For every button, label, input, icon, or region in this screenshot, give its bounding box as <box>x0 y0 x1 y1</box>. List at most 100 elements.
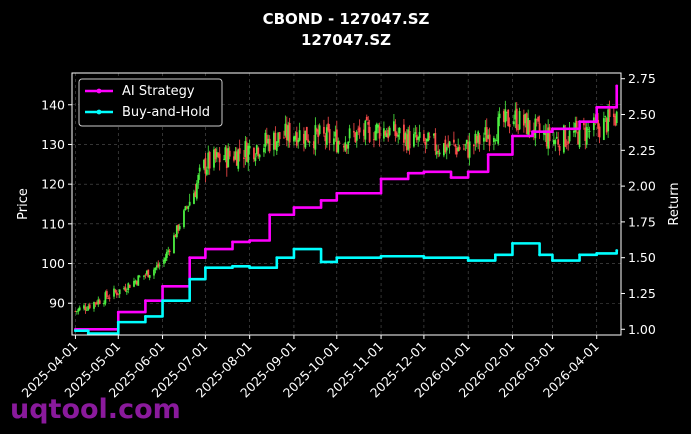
price-candle-body-255 <box>584 127 587 141</box>
price-candle-body-122 <box>317 129 320 137</box>
price-candle-body-174 <box>423 133 425 142</box>
price-candle-body-40 <box>154 267 157 270</box>
price-candle-body-61 <box>195 183 198 199</box>
price-candle-body-166 <box>405 134 408 151</box>
price-candle-body-58 <box>188 201 191 206</box>
price-candle-body-123 <box>318 125 321 134</box>
price-candle-body-164 <box>403 124 405 143</box>
price-candle-body-129 <box>333 138 335 145</box>
series-point-ai-strategy-6 <box>231 240 234 244</box>
y-right-tick-label-4: 2.00 <box>628 179 656 194</box>
series-point-buy-and-hold-6 <box>203 266 207 270</box>
price-candle-body-178 <box>428 136 431 138</box>
price-candle-body-184 <box>443 143 445 156</box>
series-point-buy-and-hold-1 <box>86 332 90 335</box>
series-point-ai-strategy-10 <box>319 199 323 202</box>
series-point-buy-and-hold-19 <box>551 259 554 262</box>
price-candle-body-27 <box>127 283 130 291</box>
price-candle-body-170 <box>414 132 417 134</box>
price-candle-body-95 <box>264 132 267 147</box>
price-candle-body-222 <box>517 128 520 130</box>
price-candle-body-77 <box>227 148 230 168</box>
series-point-buy-and-hold-9 <box>275 256 279 260</box>
price-candle-body-253 <box>578 123 581 148</box>
price-candle-body-26 <box>125 291 128 293</box>
price-candle-body-202 <box>477 131 480 143</box>
legend-label-buy-and-hold: Buy-and-Hold <box>122 105 210 120</box>
series-point-buy-and-hold-17 <box>511 241 514 245</box>
price-candle-body-197 <box>467 141 470 158</box>
price-candle-body-224 <box>522 114 525 126</box>
y-left-tick-label-4: 130 <box>41 137 65 152</box>
price-candle-body-84 <box>243 157 245 159</box>
y-right-tick-label-5: 2.25 <box>628 143 656 158</box>
y-right-tick-label-1: 1.25 <box>628 286 656 301</box>
price-candle-body-86 <box>245 142 248 162</box>
series-point-ai-strategy-16 <box>466 170 470 174</box>
series-point-buy-and-hold-7 <box>231 264 234 268</box>
price-candle-body-131 <box>335 129 338 153</box>
price-candle-body-156 <box>385 133 388 138</box>
series-point-ai-strategy-15 <box>449 176 453 179</box>
price-candle-body-135 <box>344 142 347 151</box>
series-line-ai-strategy <box>75 85 619 331</box>
price-candle-body-163 <box>398 127 401 134</box>
price-candle-body-48 <box>168 250 171 252</box>
price-candle-body-200 <box>474 133 477 144</box>
price-candle-body-9 <box>93 302 95 309</box>
price-candle-body-81 <box>235 151 238 166</box>
series-point-ai-strategy-21 <box>578 120 581 124</box>
price-candle-body-242 <box>557 139 560 145</box>
series-point-ai-strategy-17 <box>486 153 490 157</box>
price-candle-body-76 <box>225 148 228 169</box>
price-candle-body-243 <box>558 145 561 151</box>
price-candle-body-107 <box>287 125 290 141</box>
price-candle-body-47 <box>167 250 170 253</box>
price-candle-body-124 <box>323 126 325 134</box>
series-point-buy-and-hold-11 <box>319 260 323 264</box>
legend-box <box>78 78 223 127</box>
price-candle-body-138 <box>348 128 351 139</box>
price-candle-body-35 <box>144 274 147 276</box>
y-right-tick-label-2: 1.50 <box>628 250 656 265</box>
series-point-ai-strategy-23 <box>615 84 619 88</box>
price-candle-body-145 <box>364 120 367 140</box>
price-candle-body-220 <box>514 110 517 120</box>
series-point-ai-strategy-13 <box>406 171 410 175</box>
price-candle-body-171 <box>415 134 418 141</box>
price-candle-body-203 <box>478 135 481 145</box>
price-candle-body-205 <box>484 127 487 135</box>
series-point-buy-and-hold-20 <box>578 253 581 257</box>
price-candle-body-22 <box>117 293 120 295</box>
price-candle-body-159 <box>393 121 395 131</box>
price-candle-body-92 <box>257 147 260 156</box>
price-candle-body-213 <box>498 113 501 119</box>
series-point-buy-and-hold-3 <box>144 314 147 318</box>
price-candle-body-140 <box>354 132 357 142</box>
series-point-buy-and-hold-12 <box>335 256 339 260</box>
price-candle-body-181 <box>435 151 438 155</box>
price-candle-body-46 <box>165 251 168 258</box>
price-candle-body-227 <box>527 117 530 136</box>
price-candle-body-216 <box>505 111 508 113</box>
price-candle-body-241 <box>555 136 558 139</box>
price-candle-body-16 <box>105 291 108 298</box>
series-point-ai-strategy-12 <box>379 177 383 181</box>
price-candle-body-71 <box>215 151 218 158</box>
price-candle-body-173 <box>418 132 421 138</box>
price-candle-body-259 <box>592 117 595 130</box>
price-candle-body-239 <box>552 140 555 145</box>
series-point-ai-strategy-9 <box>292 206 296 209</box>
price-candle-body-133 <box>338 142 341 144</box>
price-candle-body-160 <box>394 124 397 136</box>
price-candle-body-182 <box>437 150 440 153</box>
series-point-ai-strategy-19 <box>531 130 534 134</box>
price-candle-body-44 <box>163 259 165 264</box>
price-candle-body-215 <box>504 109 507 123</box>
price-candle-body-168 <box>408 130 411 149</box>
price-candle-body-143 <box>358 127 361 133</box>
series-point-buy-and-hold-2 <box>116 320 120 324</box>
price-candle-body-230 <box>534 118 537 139</box>
price-candle-body-74 <box>223 158 225 160</box>
price-candle-body-254 <box>582 122 585 126</box>
